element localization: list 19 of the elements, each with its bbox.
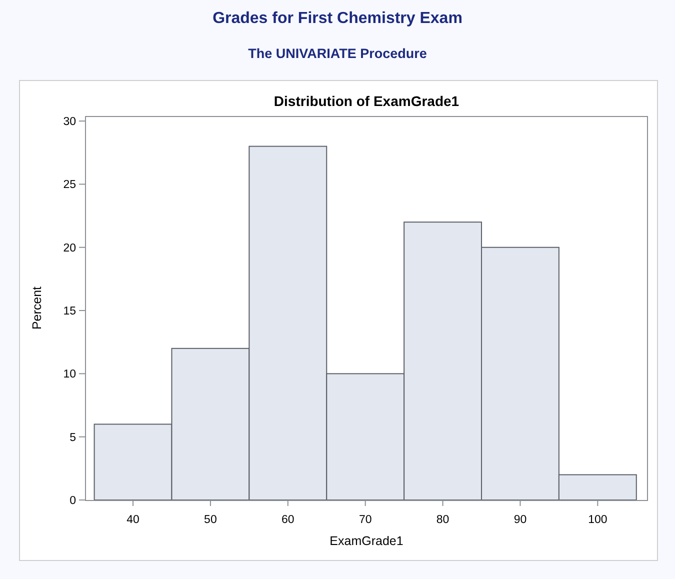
y-tick-label: 30 xyxy=(63,116,76,128)
x-axis-title: ExamGrade1 xyxy=(330,534,404,548)
x-tick-label: 100 xyxy=(588,514,608,526)
x-tick-label: 90 xyxy=(514,514,527,526)
x-tick-label: 70 xyxy=(358,514,372,526)
chart-title: Grades for First Chemistry Exam xyxy=(212,10,462,27)
text: Distribution of ExamGrade1 xyxy=(274,93,460,109)
x-tick-label: 60 xyxy=(282,514,294,526)
y-tick-label: 5 xyxy=(70,432,76,444)
y-tick-label: 0 xyxy=(70,495,76,508)
y-tick-label: 15 xyxy=(63,306,76,318)
chart-subtitle: The UNIVARIATE Procedure xyxy=(248,46,428,61)
y-tick-label: 25 xyxy=(63,179,76,192)
x-tick-label: 40 xyxy=(126,514,140,526)
x-tick-label: 80 xyxy=(436,514,450,526)
x-tick-label: 50 xyxy=(204,514,217,526)
y-tick-label: 20 xyxy=(63,242,76,254)
y-tick-label: 10 xyxy=(63,368,76,381)
y-axis-title: Percent xyxy=(30,286,44,330)
